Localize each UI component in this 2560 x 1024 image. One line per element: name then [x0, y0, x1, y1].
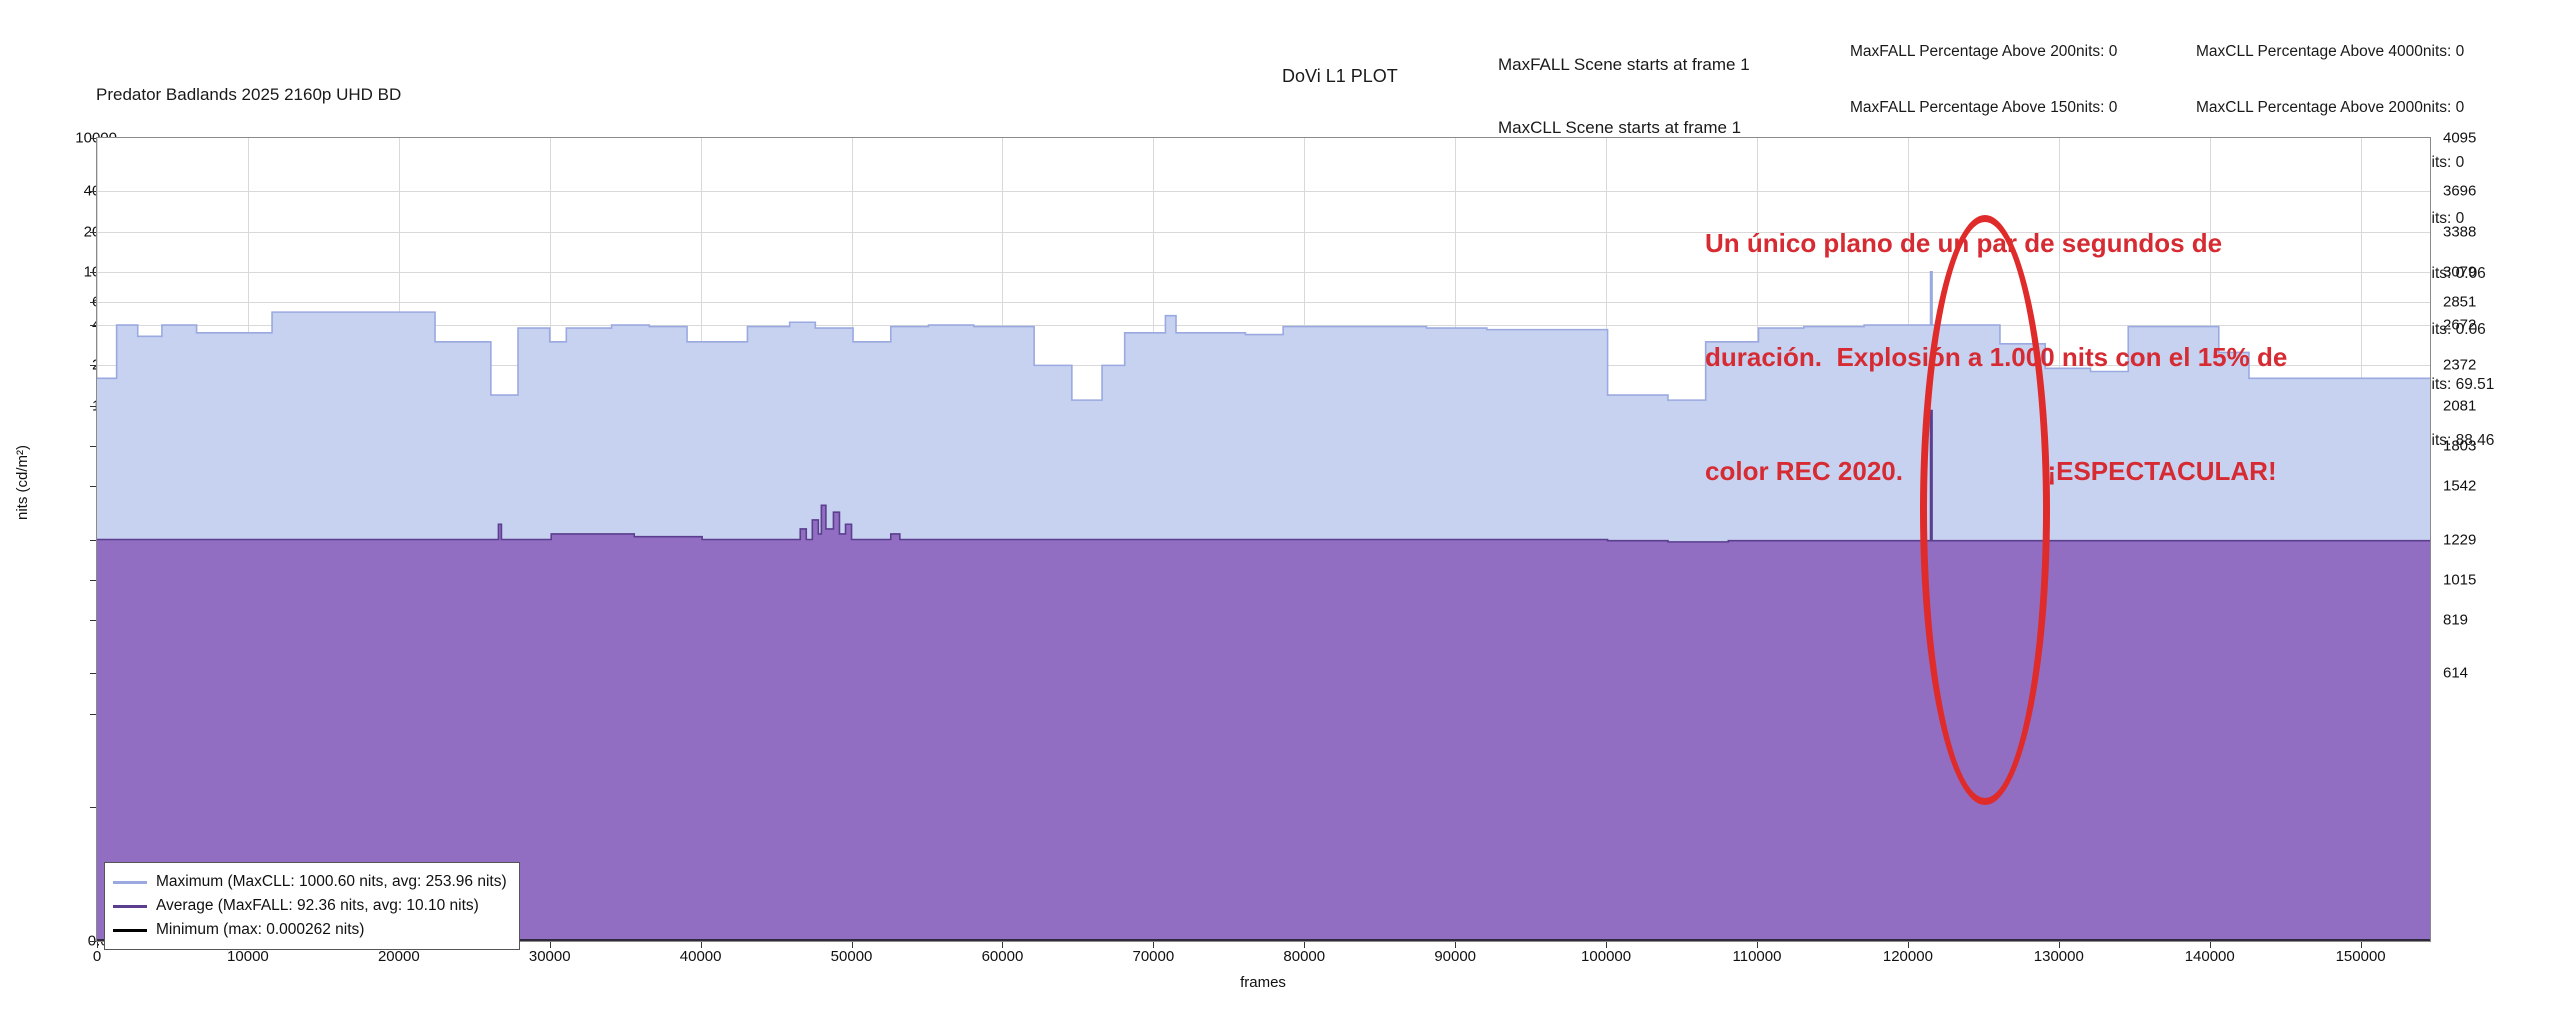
y-tick-mark: [90, 579, 96, 581]
y-tick-mark: [90, 941, 96, 942]
legend-swatch-average: [113, 904, 147, 908]
annotation-line-1: Un único plano de un par de segundos de: [1705, 228, 2223, 258]
x-tick-mark: [2209, 942, 2211, 948]
x-tick-label: 130000: [2033, 948, 2084, 965]
x-tick-label: 20000: [377, 948, 420, 965]
y-tick-label-right: 2672: [2443, 316, 2477, 334]
legend-swatch-maximum: [113, 880, 147, 884]
y-tick-mark: [90, 301, 96, 303]
maximum-series-line: [97, 271, 2430, 401]
x-tick-label: 70000: [1132, 948, 1175, 965]
y-tick-mark: [90, 191, 96, 193]
y-tick-label-right: 1542: [2443, 477, 2477, 495]
x-tick-mark: [1606, 942, 1608, 948]
y-tick-label-right: 2851: [2443, 293, 2477, 311]
x-tick-mark: [700, 942, 702, 948]
grid-line-h: [97, 301, 2430, 303]
x-tick-mark: [2360, 942, 2362, 948]
maxcll-percentage-row: MaxCLL Percentage Above 2000nits: 0: [2196, 98, 2465, 116]
x-axis-label: frames: [1240, 974, 1286, 991]
chart-plot-area[interactable]: [96, 137, 2431, 942]
y-tick-mark: [90, 673, 96, 675]
average-series-line: [97, 409, 2430, 543]
y-tick-mark: [90, 445, 96, 447]
legend-swatch-minimum: [113, 928, 147, 932]
x-tick-label: 0: [92, 948, 102, 965]
grid-line-h: [97, 271, 2430, 273]
y-tick-label-right: 3388: [2443, 223, 2477, 241]
x-tick-label: 40000: [679, 948, 722, 965]
grid-line-h: [97, 231, 2430, 233]
y-tick-label-right: 3079: [2443, 263, 2477, 281]
chart-legend: Maximum (MaxCLL: 1000.60 nits, avg: 253.…: [104, 862, 520, 950]
y-tick-mark: [90, 325, 96, 327]
y-tick-mark: [90, 807, 96, 809]
x-tick-mark: [1153, 942, 1155, 948]
x-tick-label: 100000: [1581, 948, 1632, 965]
y-tick-label-right: 4095: [2443, 129, 2477, 147]
x-tick-mark: [2058, 942, 2060, 948]
y-tick-mark: [90, 365, 96, 367]
maxfall-percentage-row: MaxFALL Percentage Above 150nits: 0: [1850, 98, 2118, 116]
y-tick-mark: [90, 405, 96, 407]
x-tick-label: 120000: [1882, 948, 1933, 965]
legend-label-maximum: Maximum (MaxCLL: 1000.60 nits, avg: 253.…: [156, 873, 507, 890]
x-tick-mark: [549, 942, 551, 948]
maxcll-percentage-row: MaxCLL Percentage Above 4000nits: 0: [2196, 43, 2465, 60]
y-tick-label-right: 819: [2443, 611, 2469, 629]
y-tick-mark: [90, 539, 96, 541]
y-tick-mark: [90, 138, 96, 139]
scene-info-line: MaxFALL Scene starts at frame 1: [1498, 55, 1750, 74]
grid-line-h: [97, 191, 2430, 193]
y-tick-mark: [90, 486, 96, 488]
legend-label-minimum: Minimum (max: 0.000262 nits): [156, 921, 365, 938]
maxfall-percentage-row: MaxFALL Percentage Above 200nits: 0: [1850, 43, 2118, 60]
series-layer: [97, 271, 2430, 941]
y-tick-mark: [90, 713, 96, 715]
grid-line-h: [97, 325, 2430, 327]
y-tick-label-right: 2372: [2443, 356, 2477, 374]
x-tick-label: 10000: [227, 948, 269, 965]
y-tick-label-right: 3696: [2443, 182, 2477, 200]
x-tick-label: 110000: [1732, 948, 1782, 965]
legend-item: Maximum (MaxCLL: 1000.60 nits, avg: 253.…: [113, 870, 507, 894]
x-tick-label: 150000: [2335, 948, 2386, 965]
y-tick-label-right: 1015: [2443, 571, 2477, 589]
legend-label-average: Average (MaxFALL: 92.36 nits, avg: 10.10…: [156, 897, 479, 914]
y-tick-mark: [90, 231, 96, 233]
x-tick-mark: [1756, 942, 1758, 948]
y-tick-label-right: 1229: [2443, 531, 2477, 548]
x-tick-mark: [1002, 942, 1004, 948]
legend-item: Minimum (max: 0.000262 nits): [113, 918, 507, 942]
x-tick-mark: [1304, 942, 1306, 948]
plot-title: DoVi L1 PLOT: [1282, 66, 1398, 86]
x-tick-label: 90000: [1434, 948, 1477, 965]
annotation-line-3: color REC 2020. ¡ESPECTACULAR!: [1705, 456, 2277, 486]
y-tick-mark: [90, 620, 96, 622]
x-tick-label: 140000: [2184, 948, 2235, 965]
annotation-ellipse-highlight: [1920, 215, 2050, 805]
x-tick-mark: [1907, 942, 1909, 948]
legend-item: Average (MaxFALL: 92.36 nits, avg: 10.10…: [113, 894, 507, 918]
x-tick-label: 50000: [830, 948, 873, 965]
x-tick-mark: [97, 942, 98, 948]
movie-title: Predator Badlands 2025 2160p UHD BD: [96, 85, 402, 104]
average-series-area: [97, 410, 2430, 941]
x-tick-label: 60000: [981, 948, 1024, 965]
x-tick-label: 30000: [528, 948, 571, 965]
x-tick-label: 80000: [1283, 948, 1326, 965]
y-tick-label-right: 614: [2443, 664, 2469, 682]
x-tick-mark: [1455, 942, 1457, 948]
y-tick-label-right: 2081: [2443, 397, 2477, 415]
scene-info-line: MaxCLL Scene starts at frame 1: [1498, 118, 1742, 137]
y-tick-label-right: 1803: [2443, 437, 2477, 455]
x-tick-mark: [851, 942, 853, 948]
y-tick-mark: [90, 271, 96, 273]
